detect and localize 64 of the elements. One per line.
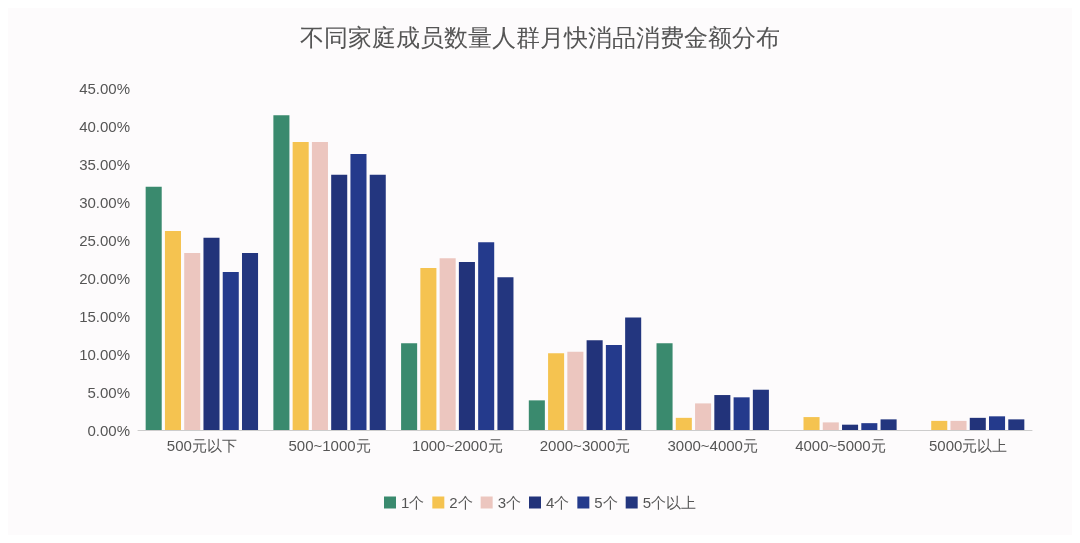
bar [203, 237, 220, 430]
x-tick-label: 3000~4000元 [667, 437, 758, 454]
bar [714, 395, 731, 430]
legend-label: 3个 [497, 494, 521, 511]
y-tick-label: 20.00% [79, 269, 130, 287]
bar [625, 317, 642, 430]
bar [420, 268, 437, 430]
bar [733, 397, 750, 430]
bar [989, 416, 1006, 430]
y-tick-label: 30.00% [79, 193, 130, 211]
bar [401, 343, 418, 430]
chart-title: 不同家庭成员数量人群月快消品消费金额分布 [300, 23, 780, 51]
bar [458, 262, 475, 430]
bar [1008, 419, 1025, 430]
legend-label: 5个 [594, 494, 618, 511]
bar [369, 174, 386, 430]
y-tick-label: 15.00% [79, 307, 130, 325]
x-tick-label: 5000元以上 [928, 437, 1008, 454]
x-tick-label: 2000~3000元 [539, 437, 631, 454]
bar [567, 351, 584, 430]
bar [292, 141, 309, 430]
bar [842, 424, 859, 430]
bar [528, 400, 545, 430]
bar [586, 340, 603, 430]
y-tick-label: 0.00% [87, 421, 130, 439]
bar [242, 252, 259, 430]
legend-label: 2个 [449, 494, 473, 511]
bar [752, 389, 769, 430]
legend-label: 1个 [400, 494, 425, 511]
y-tick-label: 35.00% [79, 155, 130, 173]
x-tick-label: 1000~2000元 [412, 437, 503, 454]
bar [822, 422, 839, 430]
bar [656, 343, 673, 430]
bar [145, 186, 162, 430]
legend-label: 5个以上 [642, 494, 697, 511]
bar [350, 154, 367, 430]
bar [969, 417, 986, 430]
x-tick-label: 4000~5000元 [795, 437, 886, 454]
bar [439, 258, 456, 430]
bar [184, 252, 201, 430]
bar [880, 419, 897, 430]
bar [273, 115, 290, 430]
bar [331, 174, 348, 430]
x-tick-label: 500元以下 [166, 437, 237, 454]
y-tick-label: 40.00% [79, 117, 130, 135]
bar [675, 417, 692, 430]
bar [605, 344, 622, 430]
bar [164, 230, 181, 430]
x-tick-label: 500~1000元 [288, 437, 371, 454]
bar [695, 403, 712, 430]
y-tick-label: 45.00% [79, 79, 130, 97]
y-tick-label: 10.00% [79, 345, 130, 363]
bar [861, 423, 878, 430]
y-tick-label: 5.00% [87, 383, 130, 401]
bar [548, 353, 565, 430]
bar [478, 242, 495, 430]
bar [222, 271, 239, 430]
legend-label: 4个 [546, 494, 570, 511]
y-tick-label: 25.00% [79, 231, 130, 249]
bar [497, 277, 514, 430]
bar [931, 420, 948, 430]
bar [803, 417, 820, 430]
bar [311, 141, 328, 430]
bar [950, 420, 967, 430]
